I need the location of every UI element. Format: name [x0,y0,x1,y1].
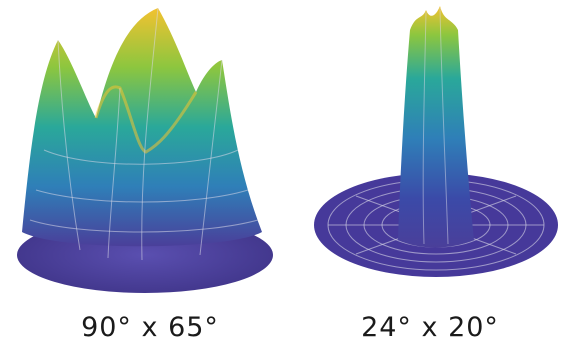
caption-narrow: 24° x 20° [320,312,540,348]
caption-wide: 90° x 65° [40,312,260,348]
surface-body-right [398,6,474,248]
